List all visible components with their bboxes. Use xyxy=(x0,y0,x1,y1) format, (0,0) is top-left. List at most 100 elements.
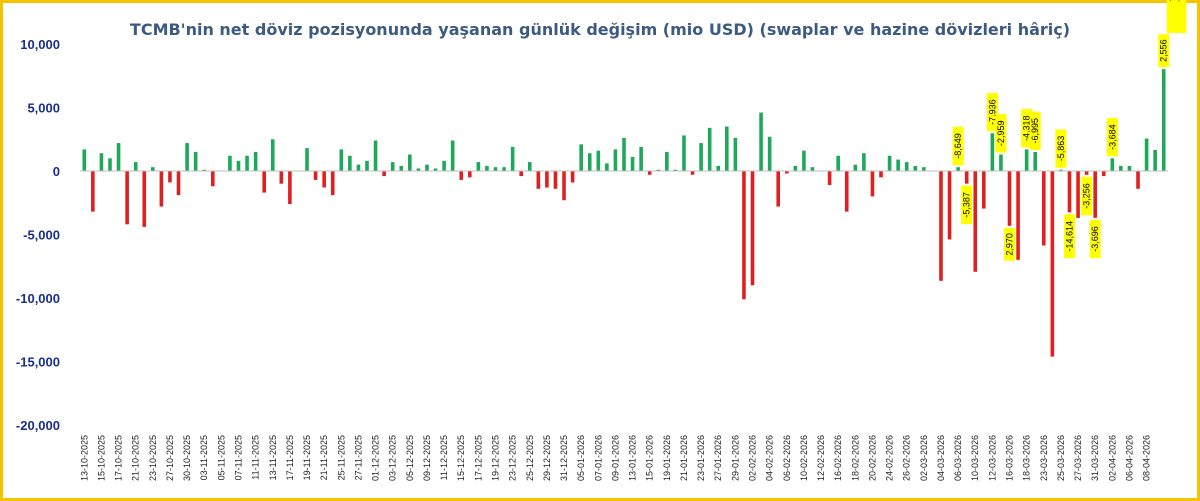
bar xyxy=(836,155,840,171)
bar xyxy=(476,162,481,171)
bar xyxy=(784,171,789,174)
data-label-box xyxy=(1021,109,1033,148)
bar xyxy=(887,155,892,171)
bar xyxy=(510,146,515,171)
bar xyxy=(665,151,669,171)
x-tick-label: 10-03-2026 xyxy=(970,435,980,481)
bar xyxy=(690,171,695,175)
bar xyxy=(279,171,284,184)
x-tick-label: 15-12-2025 xyxy=(456,435,466,481)
x-tick-label: 12-02-2026 xyxy=(816,435,826,481)
x-tick-label: 01-12-2025 xyxy=(371,435,381,481)
x-tick-label: 21-11-2025 xyxy=(319,435,329,480)
y-tick-label: 0 xyxy=(53,164,60,179)
bar xyxy=(245,155,249,171)
x-tick-label: 06-02-2026 xyxy=(782,435,792,481)
bar xyxy=(459,171,464,180)
x-tick-label: 05-01-2026 xyxy=(576,435,586,481)
bar xyxy=(305,148,309,171)
bar xyxy=(1119,165,1123,171)
chart-title: TCMB'nin net döviz pozisyonunda yaşanan … xyxy=(129,20,1071,39)
data-label: -8,649 xyxy=(953,133,963,159)
x-tick-label: 02-04-2026 xyxy=(1107,435,1117,481)
data-label-box xyxy=(952,126,964,166)
x-tick-label: 31-12-2025 xyxy=(559,435,569,481)
bar xyxy=(270,139,275,171)
y-tick-label: -20,000 xyxy=(16,418,60,433)
data-label: 1,656 xyxy=(1164,0,1187,2)
data-label-box xyxy=(1166,0,1178,33)
bar xyxy=(1033,151,1038,171)
x-tick-label: 12-03-2026 xyxy=(987,435,997,481)
bar xyxy=(1007,171,1012,226)
bar xyxy=(922,167,926,171)
x-tick-label: 31-03-2026 xyxy=(1090,435,1100,481)
bar xyxy=(1101,171,1106,177)
data-label-box xyxy=(1029,111,1041,150)
bar xyxy=(133,162,138,171)
x-tick-label: 03-12-2025 xyxy=(388,435,398,481)
bar xyxy=(116,143,121,171)
bar xyxy=(519,171,523,177)
bar xyxy=(262,171,266,193)
bar xyxy=(168,171,172,183)
x-tick-label: 13-10-2025 xyxy=(79,435,89,481)
bar xyxy=(433,168,438,171)
data-label-box xyxy=(1081,176,1093,216)
bar xyxy=(913,165,918,171)
data-label-box xyxy=(986,92,998,132)
data-label: -2,959 xyxy=(996,121,1006,147)
bar xyxy=(82,149,87,171)
data-label: -7,936 xyxy=(987,99,997,125)
bar xyxy=(982,171,986,209)
x-tick-label: 17-12-2025 xyxy=(473,435,483,481)
bar xyxy=(844,171,849,212)
data-label-box xyxy=(1004,227,1016,261)
x-tick-label: 29-12-2025 xyxy=(542,435,552,481)
x-tick-label: 16-02-2026 xyxy=(833,435,843,481)
bar xyxy=(622,137,626,171)
data-label: -14,614 xyxy=(1064,221,1074,252)
bar xyxy=(356,164,361,171)
x-tick-label: 04-03-2026 xyxy=(936,435,946,481)
bar xyxy=(647,171,652,175)
x-tick-label: 06-04-2026 xyxy=(1124,435,1134,481)
bar xyxy=(313,171,318,180)
data-label-box xyxy=(1106,117,1118,157)
bar xyxy=(1041,171,1046,246)
x-tick-label: 23-10-2025 xyxy=(148,435,158,481)
bar xyxy=(639,146,643,171)
bar xyxy=(450,140,455,171)
data-label-box xyxy=(1175,0,1187,33)
bar xyxy=(390,162,395,171)
x-tick-label: 23-12-2025 xyxy=(508,435,518,481)
bar xyxy=(1067,171,1072,213)
bar xyxy=(176,171,181,196)
bar xyxy=(493,167,498,171)
bar xyxy=(1059,169,1063,171)
x-tick-label: 05-12-2025 xyxy=(405,435,415,481)
bar xyxy=(502,167,506,171)
x-tick-label: 07-01-2026 xyxy=(593,435,603,481)
x-tick-label: 27-11-2025 xyxy=(353,435,363,480)
x-tick-label: 15-01-2026 xyxy=(645,435,655,481)
x-tick-label: 25-03-2026 xyxy=(1056,435,1066,481)
bar xyxy=(596,150,601,171)
x-tick-label: 20-02-2026 xyxy=(867,435,877,481)
bar xyxy=(151,167,155,171)
x-tick-label: 13-01-2026 xyxy=(628,435,638,481)
bar xyxy=(399,165,404,171)
bar xyxy=(776,171,781,207)
bar xyxy=(1161,69,1166,171)
bar xyxy=(108,158,112,171)
bar xyxy=(330,171,335,196)
bar xyxy=(742,171,746,300)
bar xyxy=(947,171,952,240)
bar xyxy=(125,171,129,225)
bar xyxy=(1050,171,1055,357)
bar xyxy=(99,153,104,171)
bar xyxy=(862,153,866,171)
bar xyxy=(750,171,755,286)
bar xyxy=(579,144,583,171)
bar xyxy=(999,154,1003,171)
